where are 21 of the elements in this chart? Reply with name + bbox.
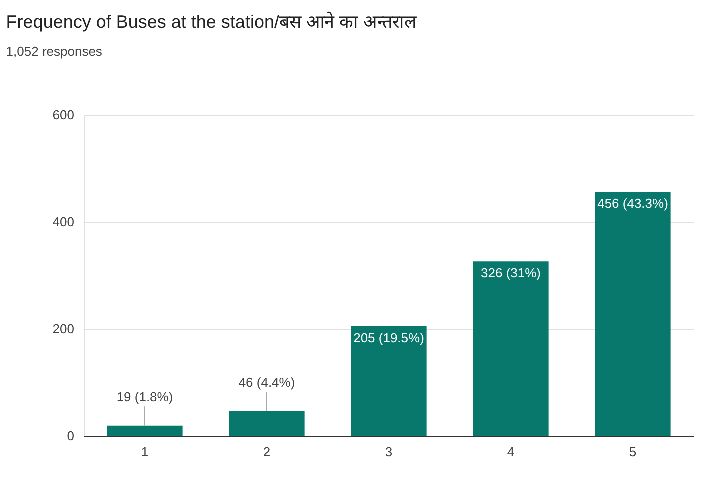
x-tick-label: 4 [507,444,515,460]
data-label: 456 (43.3%) [598,196,668,212]
chart-title: Frequency of Buses at the station/बस आने का अन्तराल [6,11,418,32]
y-tick-label: 400 [52,214,74,230]
bar [595,192,671,436]
bar [229,411,305,436]
x-tick-label: 1 [141,444,149,460]
data-label: 205 (19.5%) [354,330,424,346]
x-tick-label: 3 [385,444,393,460]
y-tick-label: 600 [52,108,74,122]
data-label: 19 (1.8%) [116,390,174,405]
bar [107,426,183,436]
chart-subtitle: 1,052 responses [6,44,103,59]
bar [473,262,549,436]
bar [351,326,427,436]
x-tick-label: 2 [263,444,271,460]
data-label: 326 (31%) [481,266,541,281]
y-tick-label: 0 [67,428,74,444]
y-tick-label: 200 [52,322,74,336]
data-label: 46 (4.4%) [238,375,296,390]
x-tick-label: 5 [629,444,637,460]
